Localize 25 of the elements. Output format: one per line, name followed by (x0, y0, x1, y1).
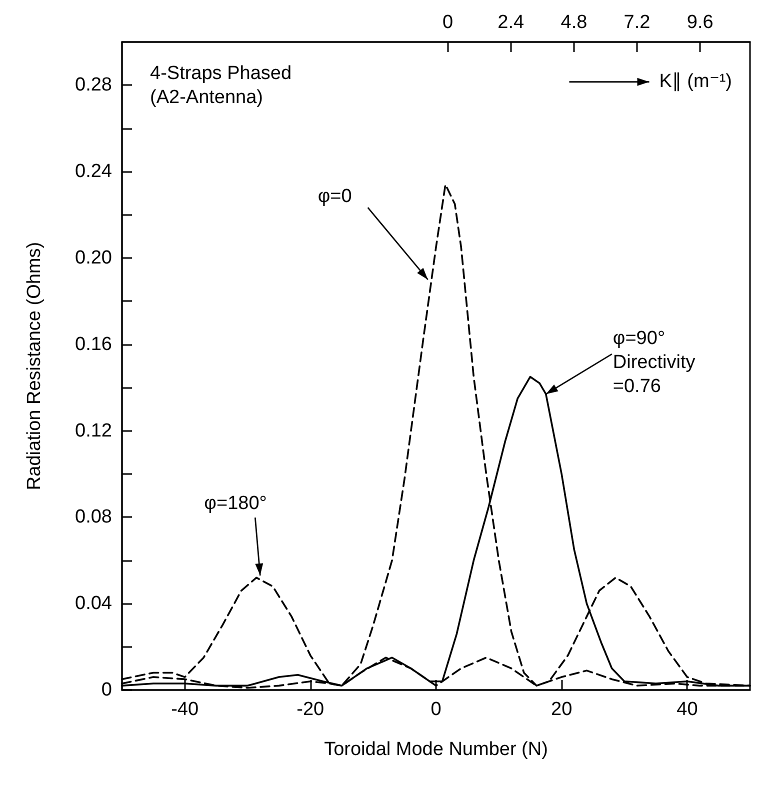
y-tick-label: 0.20 (75, 248, 112, 268)
y-tick-label: 0.08 (75, 506, 112, 528)
x-tick-label: -40 (171, 699, 199, 720)
y-tick-label: 0.28 (75, 74, 112, 96)
y-tick-label: 0.04 (75, 593, 112, 614)
y-tick-label: 0.24 (75, 161, 112, 182)
x-tick-label: 0 (430, 699, 442, 720)
annotation: φ=90° Directivity =0.76 (612, 327, 696, 398)
annotation: φ=0 (318, 184, 352, 208)
x2-tick-label: 4.8 (560, 12, 588, 33)
x-tick-label: 40 (676, 699, 698, 720)
y-axis-title: Radiation Resistance (Ohms) (24, 242, 45, 490)
x2-tick-label: 7.2 (624, 12, 650, 33)
y-tick-label: 0.16 (75, 334, 112, 355)
y-tick-label: 0.12 (75, 420, 112, 442)
x2-tick-label: 2.4 (498, 12, 525, 33)
x-tick-label: -20 (296, 699, 324, 720)
annotation: 4-Straps Phased (A2-Antenna) (150, 62, 292, 110)
x-tick-label: 20 (551, 699, 572, 720)
x-axis-title: Toroidal Mode Number (N) (324, 739, 548, 760)
x2-tick-label: 9.6 (686, 12, 714, 33)
x2-tick-label: 0 (442, 12, 454, 33)
y-tick-label: 0 (101, 680, 112, 700)
x2-axis-title: K∥ (m⁻¹) (659, 70, 732, 94)
annotation: φ=180° (204, 492, 267, 516)
